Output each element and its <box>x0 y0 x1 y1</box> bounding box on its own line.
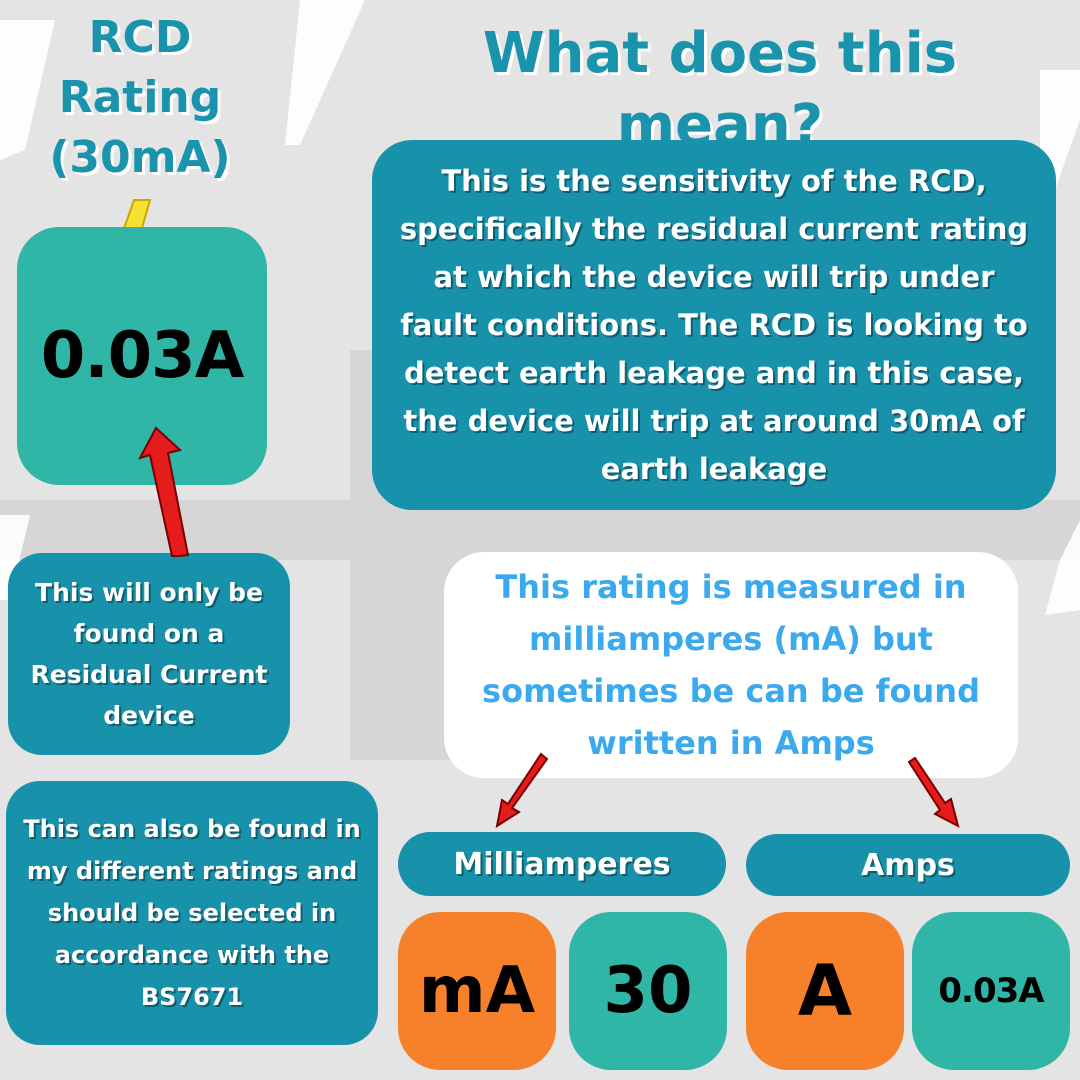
main-value: 0.03A <box>40 319 244 393</box>
a-value-box: 0.03A <box>912 912 1070 1070</box>
main-value-box: 0.03A <box>17 227 267 485</box>
a-value: 0.03A <box>938 971 1044 1011</box>
amps-label-box: Amps <box>746 834 1070 896</box>
ratings-note-text: This can also be found in my different r… <box>23 815 361 1011</box>
explanation-text: This is the sensitivity of the RCD, spec… <box>399 164 1029 486</box>
ma-symbol: mA <box>418 954 536 1028</box>
rcd-heading-line2: Rating <box>58 72 222 123</box>
rcd-heading-line3: (30mA) <box>49 132 231 183</box>
a-symbol-box: A <box>746 912 904 1070</box>
explanation-panel: This is the sensitivity of the RCD, spec… <box>372 140 1056 510</box>
milliamperes-label: Milliamperes <box>453 846 671 882</box>
rcd-heading: RCD Rating (30mA) <box>40 8 240 188</box>
ma-symbol-box: mA <box>398 912 556 1070</box>
rcd-note-text: This will only be found on a Residual Cu… <box>30 578 268 730</box>
amps-label: Amps <box>861 847 955 883</box>
rcd-note-panel: This will only be found on a Residual Cu… <box>8 553 290 755</box>
rcd-heading-line1: RCD <box>88 12 192 63</box>
milliamperes-label-box: Milliamperes <box>398 832 726 896</box>
measurement-note-panel: This rating is measured in milliamperes … <box>444 552 1018 778</box>
ma-value: 30 <box>603 954 693 1028</box>
measurement-note-text: This rating is measured in milliamperes … <box>482 568 980 762</box>
a-symbol: A <box>797 950 853 1032</box>
ratings-note-panel: This can also be found in my different r… <box>6 781 378 1045</box>
ma-value-box: 30 <box>569 912 727 1070</box>
